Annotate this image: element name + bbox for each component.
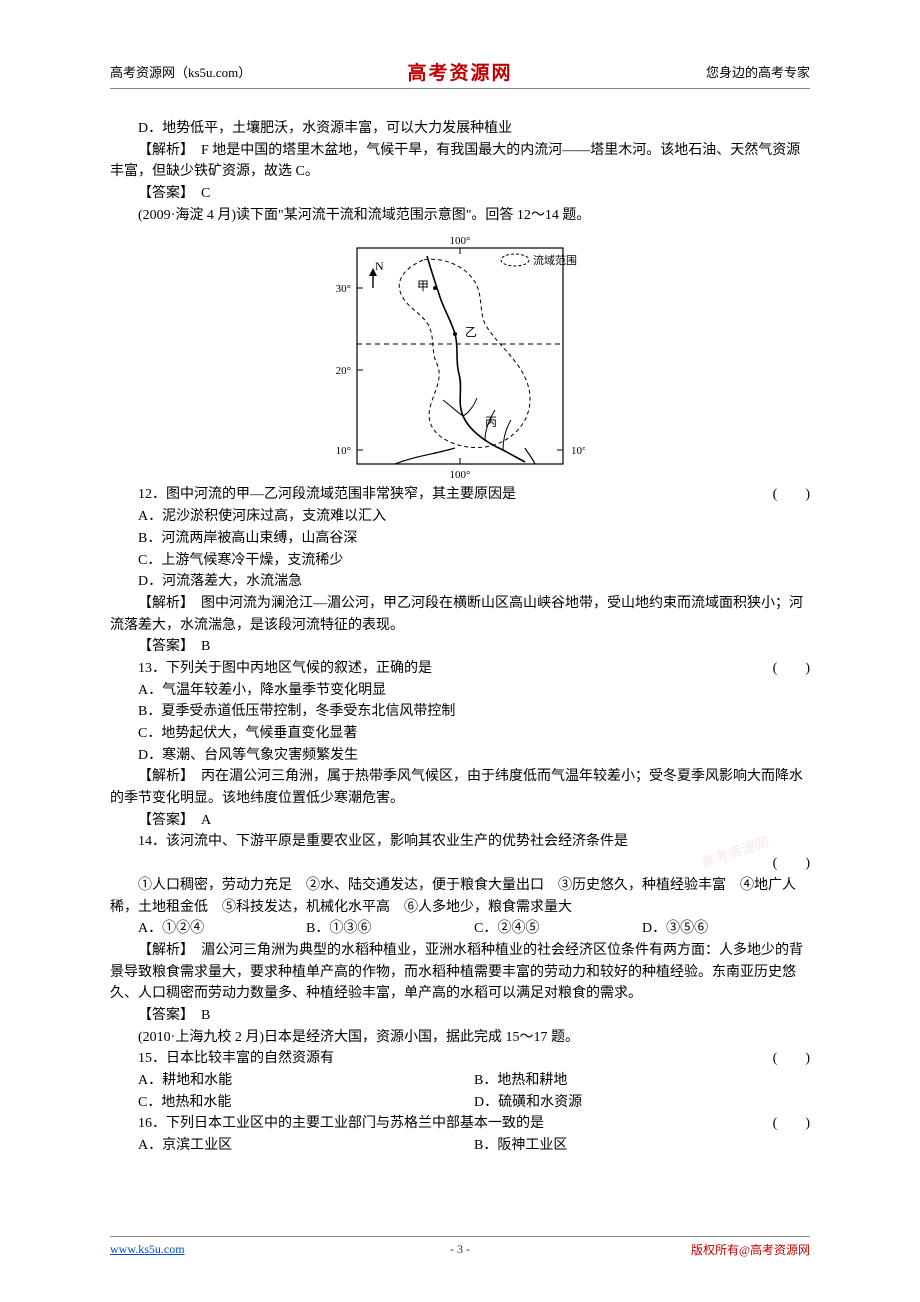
lon-top: 100°	[450, 235, 471, 247]
header-center-logo: 高考资源网	[407, 58, 512, 85]
answer-11: 【答案】 C	[110, 183, 810, 205]
q13-opt-d: D．寒潮、台风等气象灾害频繁发生	[110, 745, 810, 767]
question-16: 16．下列日本工业区中的主要工业部门与苏格兰中部基本一致的是 ( )	[110, 1113, 810, 1135]
lat-10-left: 10°	[336, 445, 351, 457]
q14-blank-row: ( )	[110, 853, 810, 875]
answer-12: 【答案】 B	[110, 636, 810, 658]
analysis-12: 【解析】 图中河流为澜沧江—湄公河，甲乙河段在横断山区高山峡谷地带，受山地约束而…	[110, 593, 810, 636]
q14-opt-c: C．②④⑤	[474, 918, 642, 940]
document-page: 高考资源网（ks5u.com） 高考资源网 您身边的高考专家 D．地势低平，土壤…	[0, 0, 920, 1302]
q13-opt-a: A．气温年较差小，降水量季节变化明显	[110, 680, 810, 702]
source-15: (2010·上海九校 2 月)日本是经济大国，资源小国，据此完成 15～17 题…	[110, 1027, 810, 1049]
analysis-14: 【解析】 湄公河三角洲为典型的水稻种植业，亚洲水稻种植业的社会经济区位条件有两方…	[110, 940, 810, 1005]
page-content: D．地势低平，土壤肥沃，水资源丰富，可以大力发展种植业 【解析】 F 地是中国的…	[110, 118, 810, 1157]
q12-text: 12．图中河流的甲—乙河段流域范围非常狭窄，其主要原因是	[110, 484, 765, 506]
lat-20: 20°	[336, 365, 351, 377]
q15-opt-b: B．地热和耕地	[474, 1070, 810, 1092]
q13-blank: ( )	[765, 658, 810, 680]
answer-14: 【答案】 B	[110, 1005, 810, 1027]
label-bing: 丙	[485, 415, 497, 429]
river-basin-map: 100° 100° 30° 20° 10° 10° N	[335, 230, 585, 482]
q12-opt-a: A．泥沙淤积使河床过高，支流难以汇入	[110, 506, 810, 528]
page-header: 高考资源网（ks5u.com） 高考资源网 您身边的高考专家	[110, 62, 810, 81]
north-label: N	[375, 259, 384, 273]
q14-options: A．①②④ B．①③⑥ C．②④⑤ D．③⑤⑥	[138, 918, 810, 940]
footer-right: 版权所有@高考资源网	[691, 1241, 810, 1258]
q15-opt-d: D．硫磺和水资源	[474, 1092, 810, 1114]
q16-blank: ( )	[765, 1113, 810, 1135]
q15-opt-a: A．耕地和水能	[138, 1070, 474, 1092]
q15-blank: ( )	[765, 1048, 810, 1070]
q16-text: 16．下列日本工业区中的主要工业部门与苏格兰中部基本一致的是	[110, 1113, 765, 1135]
q16-opt-b: B．阪神工业区	[474, 1135, 810, 1157]
q14-blank: ( )	[765, 853, 810, 875]
q16-options-row1: A．京滨工业区 B．阪神工业区	[138, 1135, 810, 1157]
label-jia: 甲	[417, 279, 429, 293]
question-14: 14．该河流中、下游平原是重要农业区，影响其农业生产的优势社会经济条件是	[110, 831, 810, 853]
q15-opt-c: C．地热和水能	[138, 1092, 474, 1114]
header-right: 您身边的高考专家	[706, 62, 810, 81]
q15-options-row1: A．耕地和水能 B．地热和耕地	[138, 1070, 810, 1092]
q14-opt-a: A．①②④	[138, 918, 306, 940]
q12-blank: ( )	[765, 484, 810, 506]
figure-river-basin: 100° 100° 30° 20° 10° 10° N	[110, 230, 810, 482]
q13-opt-b: B．夏季受赤道低压带控制，冬季受东北信风带控制	[110, 701, 810, 723]
question-13: 13．下列关于图中丙地区气候的叙述，正确的是 ( )	[110, 658, 810, 680]
q14-opt-d: D．③⑤⑥	[642, 918, 810, 940]
lat-30: 30°	[336, 283, 351, 295]
q14-opt-b: B．①③⑥	[306, 918, 474, 940]
header-rule	[110, 88, 810, 89]
footer-left: www.ks5u.com	[110, 1242, 185, 1257]
footer-page-number: - 3 -	[450, 1242, 470, 1257]
source-12: (2009·海淀 4 月)读下面"某河流干流和流域范围示意图"。回答 12～14…	[110, 205, 810, 227]
q15-options-row2: C．地热和水能 D．硫磺和水资源	[138, 1092, 810, 1114]
header-left: 高考资源网（ks5u.com）	[110, 62, 251, 81]
question-12: 12．图中河流的甲—乙河段流域范围非常狭窄，其主要原因是 ( )	[110, 484, 810, 506]
q15-text: 15．日本比较丰富的自然资源有	[110, 1048, 765, 1070]
q14-stems: ①人口稠密，劳动力充足 ②水、陆交通发达，便于粮食大量出口 ③历史悠久，种植经验…	[110, 875, 810, 918]
legend-label: 流域范围	[533, 253, 577, 267]
label-yi: 乙	[465, 325, 477, 339]
answer-13: 【答案】 A	[110, 810, 810, 832]
lon-bottom: 100°	[450, 469, 471, 481]
q12-opt-c: C．上游气候寒冷干燥，支流稀少	[110, 550, 810, 572]
q12-opt-d: D．河流落差大，水流湍急	[110, 571, 810, 593]
analysis-11: 【解析】 F 地是中国的塔里木盆地，气候干旱，有我国最大的内流河——塔里木河。该…	[110, 140, 810, 183]
page-footer: www.ks5u.com - 3 - 版权所有@高考资源网	[110, 1236, 810, 1258]
q12-opt-b: B．河流两岸被高山束缚，山高谷深	[110, 528, 810, 550]
q16-opt-a: A．京滨工业区	[138, 1135, 474, 1157]
lat-10-right: 10°	[571, 445, 585, 457]
q13-opt-c: C．地势起伏大，气候垂直变化显著	[110, 723, 810, 745]
prev-option-d: D．地势低平，土壤肥沃，水资源丰富，可以大力发展种植业	[110, 118, 810, 140]
q13-text: 13．下列关于图中丙地区气候的叙述，正确的是	[110, 658, 765, 680]
question-15: 15．日本比较丰富的自然资源有 ( )	[110, 1048, 810, 1070]
analysis-13: 【解析】 丙在湄公河三角洲，属于热带季风气候区，由于纬度低而气温年较差小；受冬夏…	[110, 766, 810, 809]
